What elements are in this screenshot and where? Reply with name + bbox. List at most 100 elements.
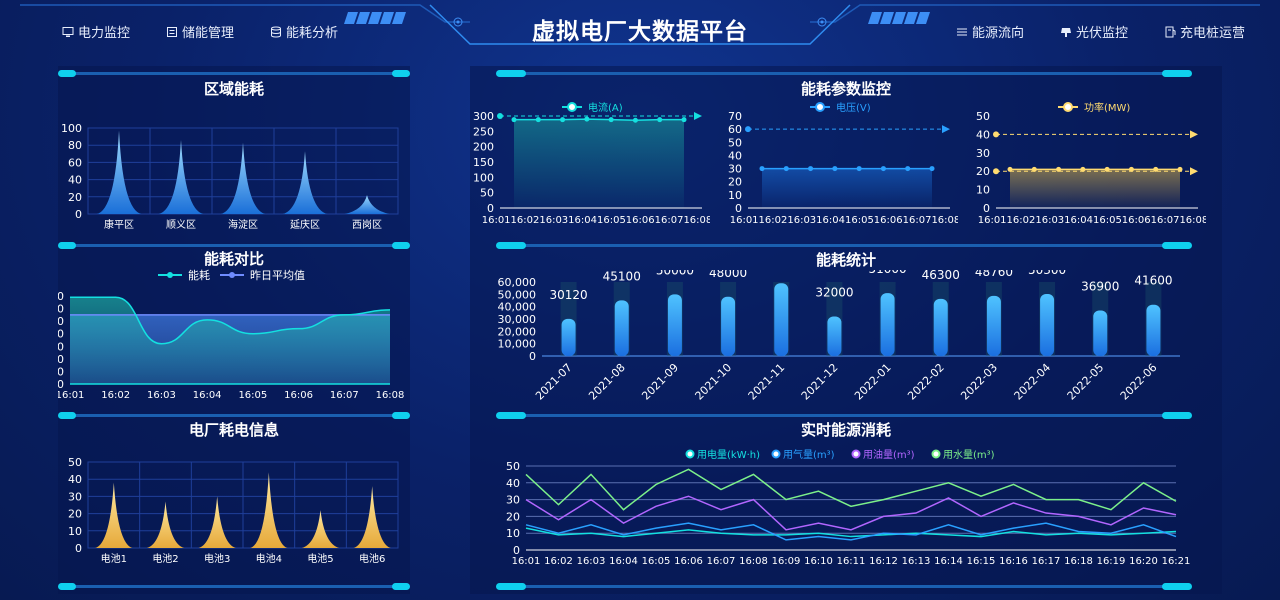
y-tick-label: 20 xyxy=(976,165,990,178)
panel-title-realtime: 实时能源消耗 xyxy=(800,421,891,439)
y-tick-label: 50 xyxy=(506,460,520,473)
x-tick-label: 电池1 xyxy=(101,552,127,565)
bar xyxy=(1040,293,1055,356)
bar xyxy=(774,283,789,356)
y-tick-label: 50 xyxy=(68,456,82,469)
x-tick-label: 西岗区 xyxy=(352,219,382,231)
y-tick-label: 10 xyxy=(58,365,64,378)
monitor-icon xyxy=(62,26,74,37)
x-tick-label: 2021-11 xyxy=(746,361,788,403)
y-tick-label: 40 xyxy=(506,477,520,490)
legend-label: 用气量(m³) xyxy=(783,448,835,461)
y-tick-label: 10 xyxy=(976,184,990,197)
y-tick-label: 40 xyxy=(68,174,82,187)
nav-right: 能源流向 光伏监控 充电桩运营 xyxy=(956,22,1245,41)
data-point xyxy=(832,166,838,172)
x-tick-label: 电池3 xyxy=(204,552,230,565)
data-point xyxy=(632,117,638,123)
data-point xyxy=(511,117,517,123)
nav-item-energy-flow[interactable]: 能源流向 xyxy=(956,22,1024,41)
y-tick-label: 60 xyxy=(58,303,64,316)
page-title: 虚拟电厂大数据平台 xyxy=(532,19,748,45)
x-tick-label: 电池2 xyxy=(152,552,178,565)
bar xyxy=(344,195,390,214)
legend-dot xyxy=(229,272,235,278)
legend-dot xyxy=(771,449,781,459)
legend-label: 能耗 xyxy=(188,268,210,282)
data-point xyxy=(1128,166,1134,172)
nav-label: 储能管理 xyxy=(182,26,235,41)
legend-label: 功率(MW) xyxy=(1084,101,1130,114)
x-tick-label: 2021-10 xyxy=(693,361,735,403)
data-point xyxy=(681,117,687,123)
series-line xyxy=(525,468,1177,511)
x-tick-label: 16:06 xyxy=(674,556,703,567)
y-tick-label: 0 xyxy=(529,350,536,363)
mark-line-arrow xyxy=(1190,167,1198,176)
legend-label: 用水量(m³) xyxy=(943,449,995,461)
mark-line-start xyxy=(497,113,503,119)
panel-title-compare: 能耗对比 xyxy=(203,250,264,268)
x-tick-label: 16:08 xyxy=(739,556,768,567)
panel-title-region: 区域能耗 xyxy=(203,80,264,98)
bar xyxy=(282,151,328,214)
panel-title-plant: 电厂耗电信息 xyxy=(188,421,279,439)
legend-dot xyxy=(685,449,695,459)
series-area xyxy=(514,119,684,208)
nav-label: 能源流向 xyxy=(972,26,1025,41)
power-chart: 功率(MW) 0 10 20 30 40 50 16:0116:0216:0316:0416:… xyxy=(976,101,1206,226)
legend-dot xyxy=(851,449,861,459)
nav-item-solar[interactable]: 光伏监控 xyxy=(1060,22,1128,41)
header: 电力监控 储能管理 能耗分析 虚拟电厂大数据平台 能源流向 光伏监控 充电桩运营 xyxy=(0,0,1280,58)
bar xyxy=(95,482,133,548)
data-label: 36900 xyxy=(1081,279,1119,293)
energy-area xyxy=(70,297,390,384)
y-tick-label: 50 xyxy=(976,110,990,123)
panel-divider xyxy=(496,70,1192,77)
y-tick-label: 200 xyxy=(473,141,494,154)
bar xyxy=(96,130,142,214)
x-tick-label: 16:02 xyxy=(101,390,130,401)
x-tick-label: 16:16 xyxy=(999,556,1028,567)
y-tick-label: 0 xyxy=(58,378,64,391)
x-tick-label: 2022-05 xyxy=(1065,361,1107,403)
y-tick-label: 30 xyxy=(728,163,742,176)
panel-divider xyxy=(58,583,410,590)
y-tick-label: 80 xyxy=(68,139,82,152)
y-tick-label: 10,000 xyxy=(498,338,537,351)
x-tick-label: 2022-02 xyxy=(905,361,947,403)
panel-divider xyxy=(58,242,410,249)
y-tick-label: 0 xyxy=(735,202,742,215)
legend-label: 用电量(kW·h) xyxy=(697,448,760,461)
x-tick-label: 2022-03 xyxy=(958,361,1000,403)
x-tick-label: 2021-07 xyxy=(533,361,575,403)
x-tick-label: 16:21 xyxy=(1162,556,1191,567)
data-label: 45100 xyxy=(603,270,641,283)
current-chart: 电流(A) 0 50 100 150 200 250 300 16:0116:0216:0316… xyxy=(473,101,710,226)
legend-label: 昨日平均值 xyxy=(250,269,305,282)
nav-item-storage[interactable]: 储能管理 xyxy=(166,22,234,41)
data-point xyxy=(535,117,541,123)
nav-label: 电力监控 xyxy=(78,26,131,41)
data-point xyxy=(1177,166,1183,172)
y-tick-label: 20 xyxy=(68,191,82,204)
panel-title-stats: 能耗统计 xyxy=(815,251,876,269)
nav-item-energy-analysis[interactable]: 能耗分析 xyxy=(270,22,338,41)
x-tick-label: 16:15 xyxy=(967,556,996,567)
nav-item-charger[interactable]: 充电桩运营 xyxy=(1164,22,1245,41)
legend-dot xyxy=(815,102,825,112)
series-area xyxy=(762,168,932,208)
series-area xyxy=(1010,169,1180,208)
y-tick-label: 50 xyxy=(58,315,64,328)
data-point xyxy=(584,116,590,122)
y-tick-label: 250 xyxy=(473,125,494,138)
data-point xyxy=(783,166,789,172)
data-point xyxy=(905,166,911,172)
x-tick-label: 16:14 xyxy=(934,556,963,567)
bar xyxy=(198,496,236,548)
x-tick-label: 16:17 xyxy=(1032,556,1061,567)
nav-item-power-monitor[interactable]: 电力监控 xyxy=(62,22,130,41)
data-point xyxy=(1080,166,1086,172)
